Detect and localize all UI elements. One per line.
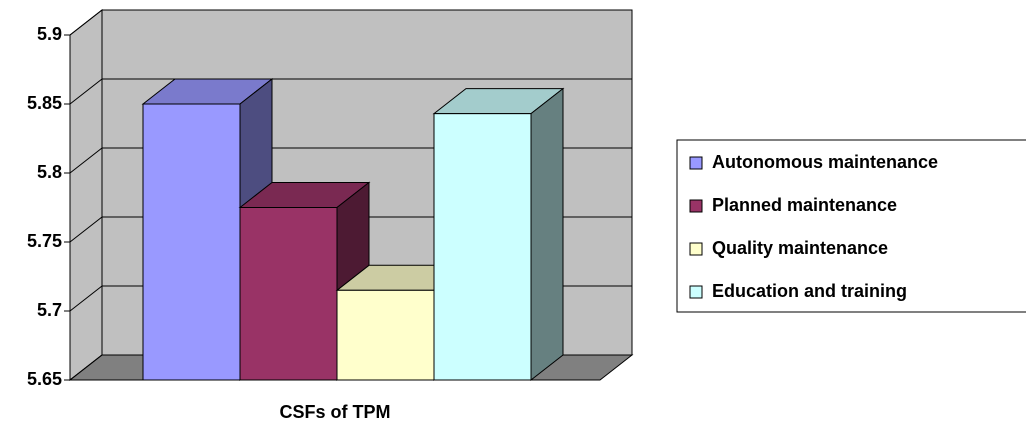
legend-swatch xyxy=(689,199,703,213)
y-tick-label: 5.75 xyxy=(27,231,62,251)
legend-label: Planned maintenance xyxy=(712,195,897,215)
legend xyxy=(676,139,1026,313)
bar xyxy=(433,113,532,381)
y-tick-label: 5.8 xyxy=(37,162,62,182)
legend-swatch xyxy=(689,242,703,256)
grid-line xyxy=(69,78,632,105)
bar xyxy=(239,207,338,381)
y-tick-label: 5.9 xyxy=(37,24,62,44)
legend-label: Quality maintenance xyxy=(712,238,888,258)
bar xyxy=(336,289,435,381)
legend-swatch xyxy=(689,156,703,170)
legend-swatch xyxy=(689,285,703,299)
legend-label: Autonomous maintenance xyxy=(712,152,938,172)
bar xyxy=(142,103,241,381)
y-tick-label: 5.65 xyxy=(27,369,62,389)
bar-side xyxy=(530,87,564,382)
side-wall xyxy=(69,8,103,382)
x-axis-label: CSFs of TPM xyxy=(280,402,391,422)
y-tick-label: 5.7 xyxy=(37,300,62,320)
legend-label: Education and training xyxy=(712,281,907,301)
y-tick-label: 5.85 xyxy=(27,93,62,113)
grid-line xyxy=(69,9,632,36)
